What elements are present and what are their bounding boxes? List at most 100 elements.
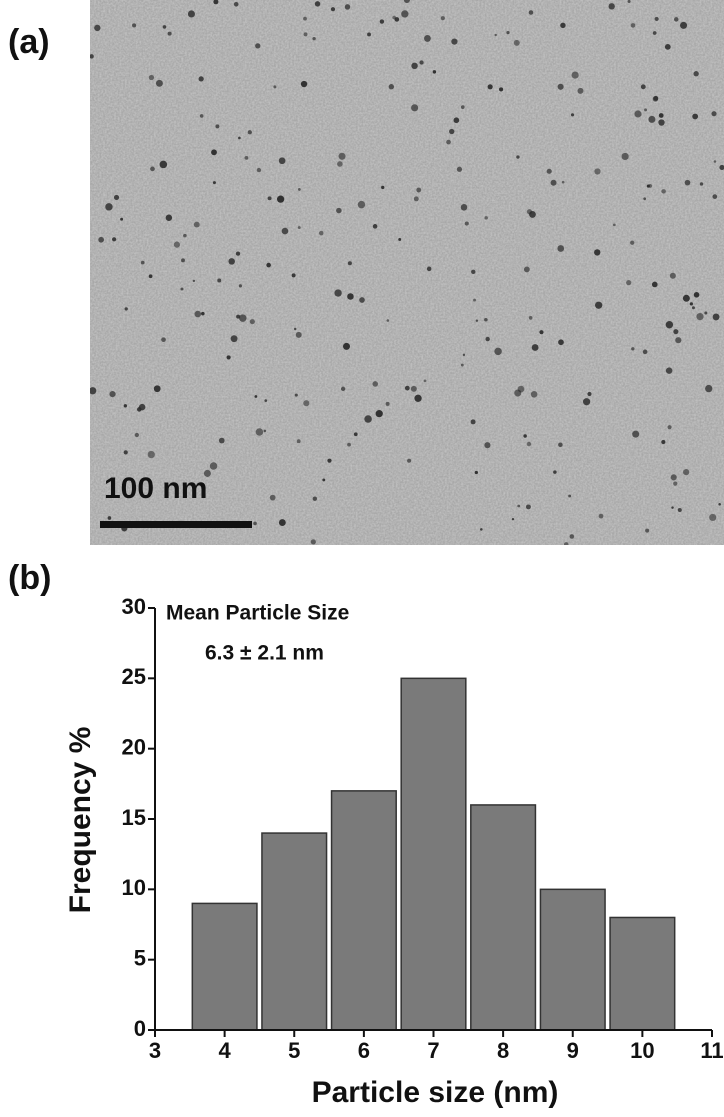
particle	[213, 0, 219, 5]
particle	[226, 355, 231, 360]
particle	[595, 301, 603, 309]
particle	[511, 517, 515, 521]
particle	[173, 241, 181, 248]
bar	[261, 832, 328, 1031]
particle	[215, 124, 220, 129]
particle	[665, 321, 674, 329]
particle	[691, 306, 695, 310]
particle	[155, 79, 163, 87]
particle	[673, 481, 678, 486]
particle	[677, 507, 682, 512]
particle	[303, 400, 310, 407]
particle	[526, 209, 533, 215]
particle	[381, 185, 385, 190]
particle	[312, 36, 316, 41]
particle	[403, 0, 410, 4]
particle	[494, 347, 502, 356]
particle	[401, 10, 409, 18]
particle	[347, 442, 351, 447]
particle	[203, 469, 211, 477]
bar	[609, 916, 676, 1031]
particle	[266, 262, 271, 268]
particle	[484, 318, 488, 322]
particle	[187, 10, 195, 18]
particle	[546, 168, 552, 174]
y-tick-label: 10	[122, 875, 146, 900]
particle	[669, 272, 676, 279]
particle	[147, 450, 155, 459]
particle	[594, 168, 601, 175]
particle	[719, 164, 724, 171]
particle	[255, 428, 264, 436]
y-tick-label: 20	[122, 734, 146, 759]
particle	[194, 310, 202, 318]
particle	[550, 179, 557, 186]
particle	[460, 204, 468, 211]
y-axis-title: Frequency %	[64, 727, 97, 914]
x-tick-label: 4	[219, 1038, 232, 1063]
particle	[631, 347, 635, 351]
particle	[256, 167, 262, 173]
particle	[211, 149, 217, 156]
particle	[254, 395, 258, 398]
particle	[626, 280, 632, 286]
y-tick-label: 15	[122, 805, 146, 830]
particle	[375, 410, 383, 418]
x-axis-title: Particle size (nm)	[312, 1076, 559, 1109]
x-tick-label: 11	[700, 1038, 723, 1063]
particle	[684, 179, 691, 186]
particle	[612, 223, 616, 227]
x-tick-label: 10	[630, 1038, 654, 1063]
particle	[523, 434, 527, 438]
particle	[440, 16, 445, 21]
particle	[342, 342, 351, 350]
particle	[344, 4, 351, 10]
particle	[340, 386, 346, 392]
particle	[112, 237, 117, 242]
particle	[253, 521, 257, 526]
particle	[407, 458, 412, 463]
particle	[180, 287, 184, 291]
particle	[473, 298, 476, 302]
particle	[671, 506, 674, 509]
particle	[646, 184, 650, 188]
particle	[674, 17, 679, 22]
particle	[198, 76, 204, 82]
particle	[278, 519, 286, 526]
particle	[553, 470, 557, 474]
particle	[398, 238, 402, 241]
particle	[644, 108, 647, 112]
particle	[598, 513, 604, 519]
particle	[181, 258, 185, 263]
particle	[568, 494, 572, 498]
particle	[140, 260, 145, 265]
annotation: Mean Particle Size	[166, 602, 349, 625]
particle	[386, 319, 390, 322]
particle	[278, 157, 286, 165]
particle	[693, 292, 700, 298]
particle	[517, 504, 521, 508]
particle	[247, 130, 252, 135]
particle	[571, 71, 579, 79]
particle	[276, 195, 285, 203]
particle	[627, 0, 631, 3]
particle	[557, 245, 565, 252]
particle	[235, 251, 241, 256]
particle	[273, 85, 277, 89]
particle	[134, 432, 139, 438]
particle	[451, 38, 458, 45]
particle	[359, 297, 365, 303]
particle	[653, 95, 659, 101]
particle	[314, 1, 321, 7]
y-tick-label: 30	[122, 594, 146, 619]
x-tick-label: 6	[358, 1038, 370, 1063]
particle	[713, 160, 717, 163]
particle	[109, 391, 116, 398]
particle	[263, 429, 267, 433]
particle	[449, 128, 455, 135]
particle	[651, 281, 658, 288]
particle	[514, 389, 522, 397]
particle	[661, 189, 666, 194]
particle	[167, 31, 172, 36]
